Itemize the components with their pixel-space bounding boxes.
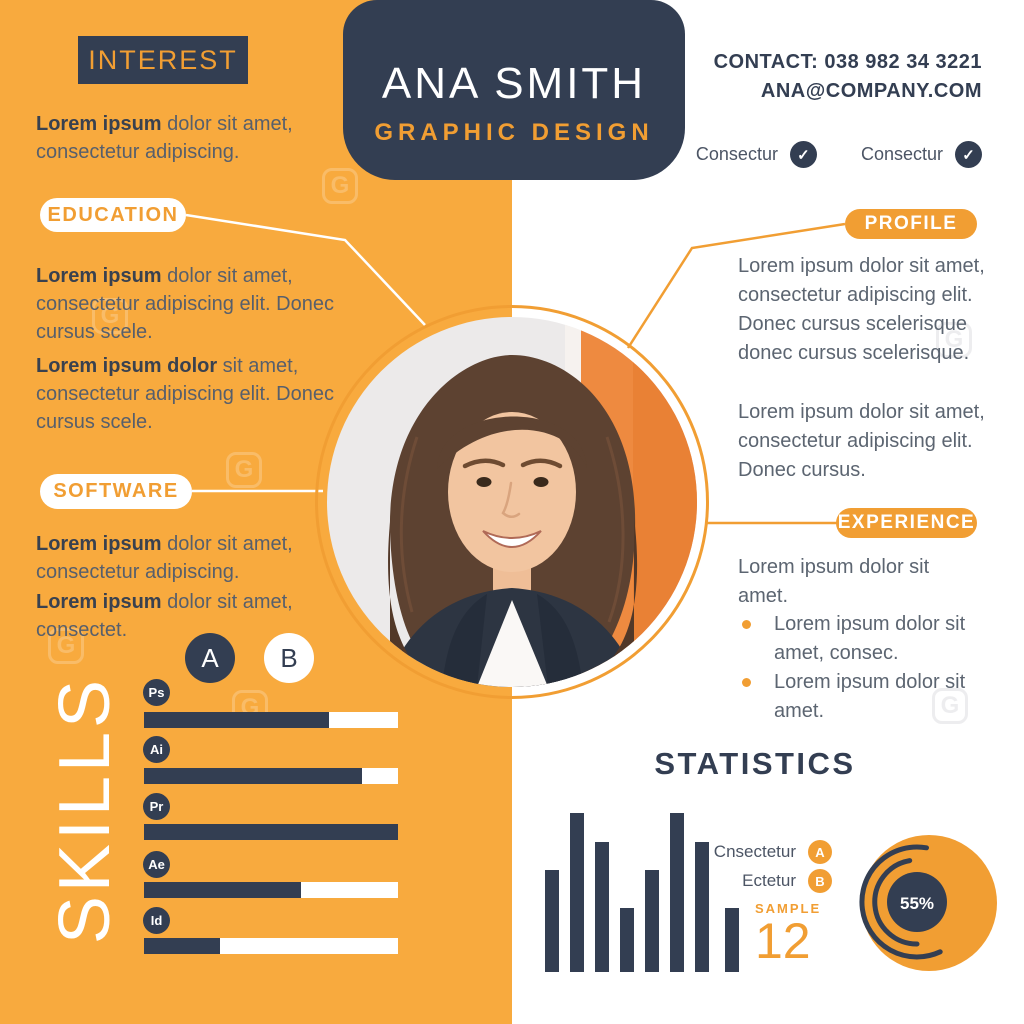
- checkmark-icon: ✓: [955, 141, 982, 168]
- profile-paragraph: Lorem ipsum dolor sit amet, consectetur …: [738, 255, 985, 364]
- skill-icon-ai: Ai: [143, 736, 170, 763]
- portrait-illustration: [327, 317, 697, 687]
- skill-icon-id: Id: [143, 907, 170, 934]
- education-section-title: EDUCATION: [40, 198, 186, 232]
- gauge-outer-arc: [859, 844, 943, 960]
- photo-ring: [315, 305, 709, 699]
- checkmark-icon: ✓: [789, 141, 817, 168]
- skill-icon-pr: Pr: [143, 793, 170, 820]
- statistics-bar-chart: [545, 813, 745, 972]
- paragraph-rest: dolor sit amet, consectetur adipiscing.: [36, 113, 293, 163]
- bar: [670, 813, 684, 972]
- profile-photo: [327, 317, 697, 687]
- bar: [570, 813, 584, 972]
- interest-paragraph: Lorem ipsum dolor sit amet, consectetur …: [36, 110, 331, 166]
- legend-item: Ectetur B: [640, 869, 832, 893]
- skill-bar: [144, 938, 398, 954]
- skill-bar: [144, 882, 398, 898]
- experience-bullet: Lorem ipsum dolor sit amet, consec.: [774, 613, 966, 664]
- skill-bar: [144, 768, 398, 784]
- legend-item: Cnsectetur A: [640, 840, 832, 864]
- education-paragraph: Lorem ipsum dolor sit amet, consectetur …: [36, 352, 381, 436]
- skill-icon-ps: Ps: [143, 679, 170, 706]
- profile-section-title: PROFILE: [845, 209, 977, 239]
- check-item: Consectur ✓: [861, 141, 982, 168]
- skill-bar-fill: [144, 938, 221, 954]
- contact-checks: Consectur ✓ Consectur ✓: [696, 141, 982, 168]
- bar: [620, 908, 634, 972]
- interest-section-title: INTEREST: [78, 36, 248, 84]
- check-item: Consectur ✓: [696, 141, 817, 168]
- skills-section-title: SKILLS: [45, 675, 125, 945]
- paragraph-lead: Lorem ipsum: [36, 265, 162, 287]
- skill-bar-fill: [144, 882, 302, 898]
- legend-badge-b: B: [808, 869, 832, 893]
- donut-gauge-chart: 55%: [859, 835, 997, 971]
- contact-email: ANA@COMPANY.COM: [760, 80, 982, 102]
- skill-bar-fill: [144, 824, 398, 840]
- sample-block: SAMPLE 12: [755, 901, 821, 966]
- legend-badge-a: A: [808, 840, 832, 864]
- skill-group-a-circle: A: [185, 633, 235, 683]
- contact-phone: CONTACT: 038 982 34 3221: [713, 51, 982, 73]
- experience-bullet: Lorem ipsum dolor sit amet.: [774, 671, 966, 722]
- paragraph-rest: dolor sit amet, consectet.: [36, 591, 293, 641]
- bar: [595, 841, 609, 972]
- bullet-icon: [742, 678, 751, 687]
- paragraph-lead: Lorem ipsum: [36, 113, 162, 135]
- sample-value: 12: [755, 913, 811, 969]
- bar: [725, 908, 739, 972]
- skill-bar: [144, 712, 398, 728]
- experience-intro: Lorem ipsum dolor sit amet.: [738, 556, 930, 607]
- bar: [645, 870, 659, 972]
- gauge-inner-arc: [872, 858, 920, 947]
- software-paragraph: Lorem ipsum dolor sit amet, consectet.: [36, 588, 356, 644]
- person-role: GRAPHIC DESIGN: [374, 119, 654, 146]
- software-paragraph: Lorem ipsum dolor sit amet, consectetur …: [36, 530, 356, 586]
- contact-block: CONTACT: 038 982 34 3221 ANA@COMPANY.COM: [714, 48, 982, 106]
- skill-icon-ae: Ae: [143, 851, 170, 878]
- paragraph-rest: sit amet, consectetur adipiscing elit. D…: [36, 355, 334, 433]
- statistics-section-title: STATISTICS: [654, 746, 856, 781]
- check-label: Consectur: [695, 144, 778, 164]
- paragraph-lead: Lorem ipsum dolor: [36, 355, 218, 377]
- skill-group-b-circle: B: [264, 633, 314, 683]
- person-name: ANA SMITH: [381, 59, 647, 108]
- header-name-card: ANA SMITH GRAPHIC DESIGN: [343, 0, 685, 180]
- experience-section-title: EXPERIENCE: [836, 508, 977, 538]
- bullet-icon: [742, 620, 751, 629]
- legend-label: Ectetur: [742, 871, 796, 890]
- legend-label: Cnsectetur: [713, 842, 796, 861]
- donut-percent-label: 55%: [900, 894, 934, 913]
- check-label: Consectur: [860, 144, 943, 164]
- skill-bar-fill: [144, 712, 330, 728]
- education-paragraph: Lorem ipsum dolor sit amet, consectetur …: [36, 262, 381, 346]
- paragraph-lead: Lorem ipsum: [36, 533, 162, 555]
- paragraph-lead: Lorem ipsum: [36, 591, 162, 613]
- skill-bar: [144, 824, 398, 840]
- profile-paragraph: Lorem ipsum dolor sit amet, consectetur …: [738, 401, 985, 481]
- bar: [695, 841, 709, 972]
- software-section-title: SOFTWARE: [40, 474, 192, 509]
- sample-label: SAMPLE: [755, 901, 822, 916]
- paragraph-rest: dolor sit amet, consectetur adipiscing.: [36, 533, 293, 583]
- skill-bar-fill: [144, 768, 363, 784]
- bar: [545, 870, 559, 972]
